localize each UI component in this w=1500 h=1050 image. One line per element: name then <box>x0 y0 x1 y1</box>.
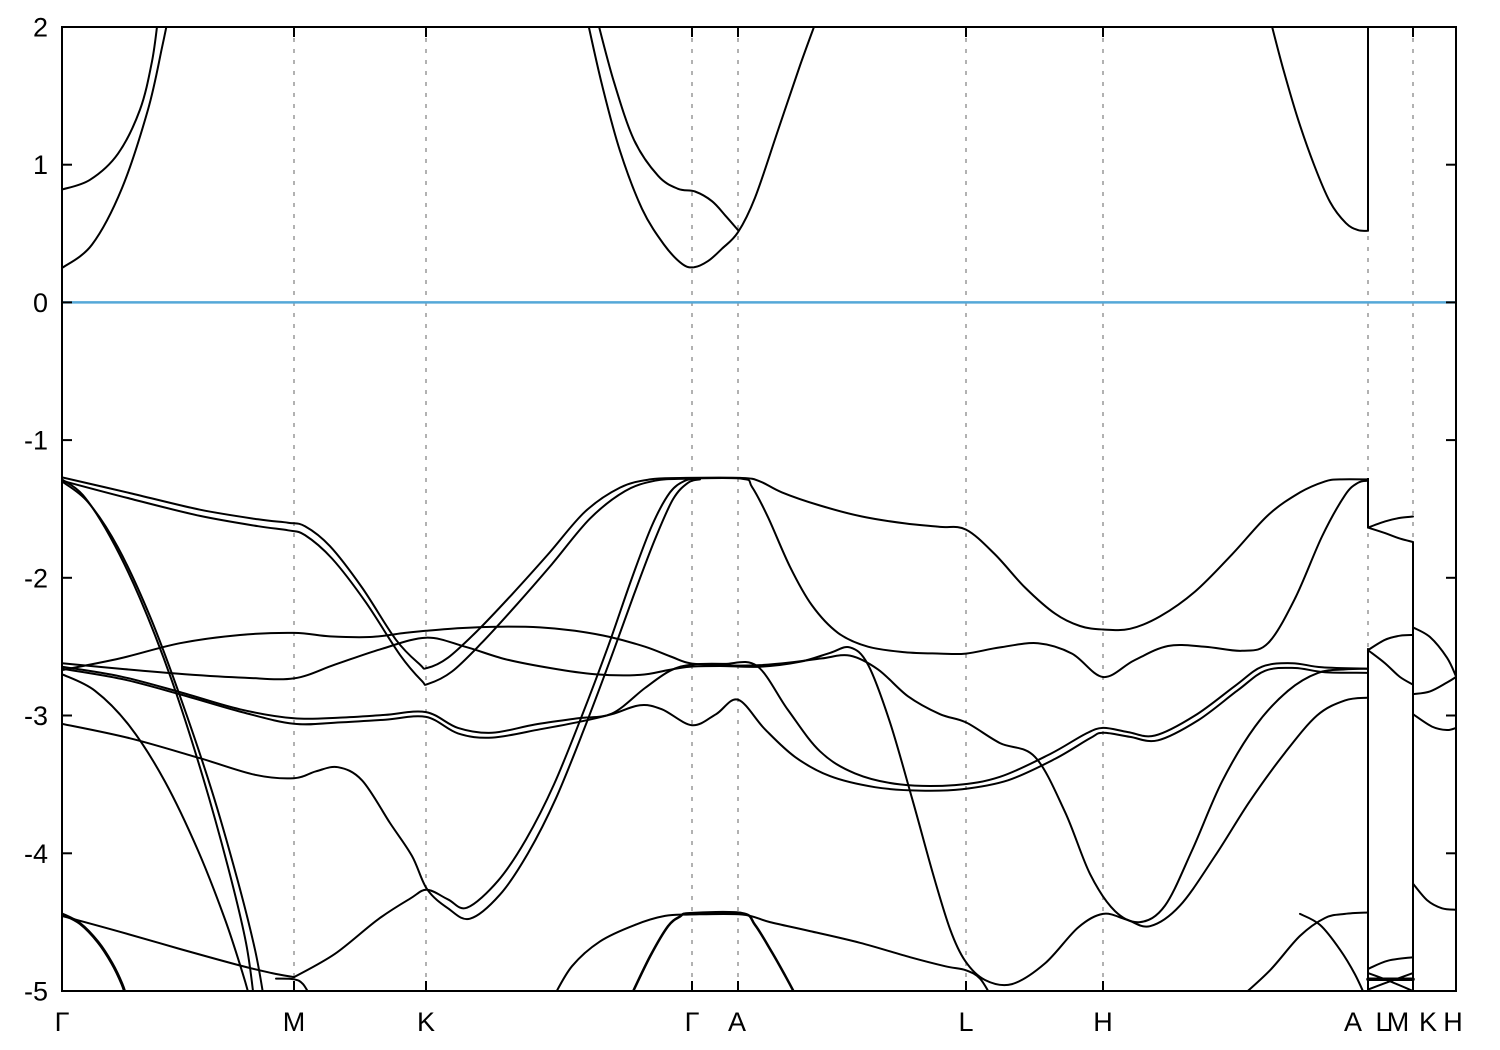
x-tick-label: Γ <box>685 1007 700 1037</box>
band-curve-val-M-downbranch <box>275 977 309 991</box>
band-curve-val-steep-gamma-deep <box>62 912 127 991</box>
y-tick-label: -1 <box>24 426 48 456</box>
x-tick-label: M <box>1387 1007 1410 1037</box>
band-curve-val-shallow-gamma-M <box>62 914 295 979</box>
y-tick-label: 0 <box>33 288 48 318</box>
band-curve-p3-deep <box>1412 882 1456 911</box>
band-curves <box>62 27 1456 991</box>
plot-border <box>61 26 1457 992</box>
x-tick-label: H <box>1093 1007 1113 1037</box>
axis-ticks <box>62 26 1456 992</box>
band-curve-val-pairC-1 <box>62 661 1369 787</box>
x-axis-labels: Γ M K Γ A L H A LM K H <box>55 1007 1463 1037</box>
band-curve-p3-lens-dn <box>1412 676 1456 696</box>
band-curve-cond-gamma1-a <box>62 27 158 191</box>
band-curve-val-hump-to-Kcross <box>62 478 701 921</box>
gridlines <box>293 27 1414 991</box>
band-curve-val-top-2 <box>62 476 1369 686</box>
band-curve-p3-lens-up <box>1412 626 1456 678</box>
band-curve-p2-lens3-up <box>1367 956 1414 970</box>
band-curve-val-pairC-2-dip <box>62 666 1369 792</box>
band-curve-p2-lens1-dn <box>1367 526 1414 543</box>
band-curve-val-a2-flat <box>1246 911 1369 991</box>
band-curve-val-wiggle <box>62 636 1369 987</box>
band-curve-cond-a2-descent <box>1271 27 1369 232</box>
band-curve-p2-diag-2 <box>1367 972 1414 991</box>
band-curve-p2-lens2-dn <box>1367 649 1414 686</box>
y-tick-label: -4 <box>24 839 48 869</box>
x-tick-label: A <box>728 1007 746 1037</box>
y-axis-labels: 2 1 0 -1 -2 -3 -4 -5 <box>24 13 48 1007</box>
x-tick-label: H <box>1443 1007 1463 1037</box>
x-tick-label: L <box>1375 1007 1390 1037</box>
x-tick-label: M <box>283 1007 306 1037</box>
y-tick-label: -5 <box>24 977 48 1007</box>
panel-jump-lines <box>1367 27 1414 990</box>
x-tick-label: A <box>1344 1007 1362 1037</box>
y-tick-label: -3 <box>24 701 48 731</box>
band-curve-val-top-1 <box>62 476 1369 670</box>
band-curve-cond-gamma2-shoulder <box>598 27 739 232</box>
x-tick-label: K <box>417 1007 435 1037</box>
band-curve-val-dome <box>631 910 795 991</box>
band-curve-p3-mid <box>1412 713 1456 732</box>
band-curve-val-a2-cross <box>1299 912 1365 991</box>
band-curve-val-steep-pair-2 <box>62 480 264 991</box>
band-curve-val-broad-dome <box>555 912 990 991</box>
band-curve-p2-lens1-up <box>1367 515 1414 529</box>
band-curve-cond-gamma2-v <box>587 27 816 269</box>
band-curve-p2-lens2-up <box>1367 634 1414 652</box>
y-tick-label: 2 <box>33 13 48 43</box>
band-curve-val-steep-single <box>62 673 249 991</box>
band-curve-cond-gamma1-b <box>62 27 168 269</box>
x-tick-label: Γ <box>55 1007 70 1037</box>
x-tick-label: K <box>1419 1007 1437 1037</box>
y-tick-label: -2 <box>24 563 48 593</box>
y-tick-label: 1 <box>33 150 48 180</box>
x-tick-label: L <box>958 1007 973 1037</box>
band-curve-val-deep-riser <box>293 477 698 979</box>
